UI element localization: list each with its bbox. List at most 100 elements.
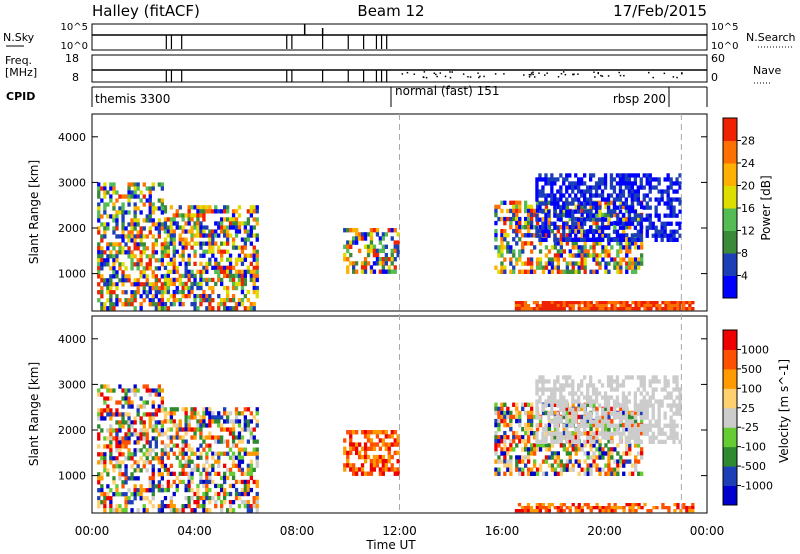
power-cell-3 xyxy=(547,269,552,274)
velocity-cell-5 xyxy=(529,509,534,513)
velocity-cell-1 xyxy=(226,443,230,448)
power-cell-0 xyxy=(160,298,164,303)
velocity-cell-2 xyxy=(396,438,400,443)
velocity-cell-3 xyxy=(538,418,543,424)
velocity-cell-5 xyxy=(655,506,659,510)
velocity-cell-4 xyxy=(600,383,605,388)
power-cell-2 xyxy=(369,248,374,254)
power-cell-3 xyxy=(503,216,507,222)
power-cell-4 xyxy=(606,233,611,238)
velocity-cell-1 xyxy=(237,451,242,456)
power-cell-5 xyxy=(610,307,614,311)
velocity-cell-3 xyxy=(616,467,620,472)
nave-dot-20 xyxy=(503,73,505,75)
velocity-cell-4 xyxy=(591,391,596,396)
velocity-cell-3 xyxy=(589,471,593,476)
velocity-cell-4 xyxy=(559,415,563,420)
velocity-cell-4 xyxy=(642,427,646,432)
power-cell-4 xyxy=(624,173,628,178)
velocity-cell-3 xyxy=(550,443,555,448)
power-cell-2 xyxy=(369,228,374,233)
power-cell-2 xyxy=(384,257,388,262)
power-cell-1 xyxy=(249,229,253,234)
velocity-cell-4 xyxy=(606,399,611,404)
velocity-cell-1 xyxy=(234,443,239,448)
power-cell-1 xyxy=(208,261,212,266)
power-cell-3 xyxy=(565,241,569,246)
power-cell-0 xyxy=(151,242,155,247)
velocity-cell-3 xyxy=(592,435,596,440)
velocity-cell-1 xyxy=(246,471,250,476)
velocity-cell-0 xyxy=(97,500,101,505)
velocity-cell-3 xyxy=(544,410,549,416)
power-cell-0 xyxy=(106,214,110,219)
velocity-cell-3 xyxy=(527,435,531,440)
velocity-cell-5 xyxy=(652,506,656,510)
power-cell-3 xyxy=(530,208,534,214)
velocity-cell-0 xyxy=(160,432,164,437)
velocity-cell-0 xyxy=(160,400,164,405)
power-cell-3 xyxy=(628,257,632,262)
power-cell-2 xyxy=(372,261,377,266)
power-cell-1 xyxy=(190,289,194,295)
velocity-cell-4 xyxy=(672,379,676,384)
velocity-cell-3 xyxy=(610,455,614,460)
power-cell-5 xyxy=(634,301,638,305)
power-cell-3 xyxy=(533,245,537,250)
power-cell-0 xyxy=(124,278,128,283)
velocity-cell-3 xyxy=(509,467,513,472)
velocity-cell-0 xyxy=(118,472,122,477)
velocity-cell-3 xyxy=(530,443,534,448)
velocity-cell-0 xyxy=(103,468,107,473)
nave-dot-31 xyxy=(528,73,531,76)
power-cell-1 xyxy=(208,237,212,242)
velocity-cell-3 xyxy=(547,455,552,460)
power-cell-4 xyxy=(621,237,626,242)
power-cell-3 xyxy=(568,253,572,258)
velocity-cell-0 xyxy=(103,492,107,497)
power-cell-2 xyxy=(369,232,374,237)
velocity-cell-3 xyxy=(497,410,501,416)
power-cell-1 xyxy=(193,225,197,230)
power-cell-3 xyxy=(538,257,543,262)
velocity-cell-4 xyxy=(633,407,637,412)
power-ytick-label-3: 4000 xyxy=(58,131,86,144)
power-cell-0 xyxy=(97,258,101,263)
power-cell-3 xyxy=(583,269,587,274)
power-cell-0 xyxy=(139,190,143,195)
power-cell-5 xyxy=(634,304,638,308)
power-cell-4 xyxy=(636,229,640,234)
power-swatch-3 xyxy=(723,208,737,231)
velocity-cell-1 xyxy=(178,459,182,464)
velocity-cell-4 xyxy=(556,403,560,408)
velocity-cell-3 xyxy=(559,471,563,476)
velocity-cell-3 xyxy=(586,439,590,444)
velocity-cell-4 xyxy=(568,435,572,440)
velocity-cell-4 xyxy=(559,431,563,436)
velocity-cell-2 xyxy=(352,463,356,468)
power-cell-2 xyxy=(369,269,374,274)
power-cell-0 xyxy=(112,214,116,219)
power-cell-1 xyxy=(196,217,200,222)
power-cell-4 xyxy=(645,213,649,218)
power-cell-0 xyxy=(124,274,128,279)
velocity-cell-0 xyxy=(160,420,164,425)
power-cell-2 xyxy=(355,228,359,233)
power-cell-4 xyxy=(624,181,628,186)
velocity-cell-3 xyxy=(559,443,563,448)
power-cell-4 xyxy=(636,173,640,178)
velocity-cell-4 xyxy=(586,415,590,420)
velocity-cell-0 xyxy=(109,456,113,461)
power-cell-5 xyxy=(643,301,647,305)
power-cell-4 xyxy=(591,185,596,190)
velocity-cell-4 xyxy=(568,431,572,436)
velocity-cell-5 xyxy=(589,506,593,510)
velocity-cell-0 xyxy=(142,420,146,425)
power-cell-1 xyxy=(199,269,203,274)
power-cell-5 xyxy=(688,304,692,308)
power-cell-5 xyxy=(598,307,602,311)
power-cell-3 xyxy=(595,257,599,262)
power-cell-0 xyxy=(145,274,149,279)
power-cell-0 xyxy=(97,190,101,195)
velocity-cell-0 xyxy=(154,420,158,425)
